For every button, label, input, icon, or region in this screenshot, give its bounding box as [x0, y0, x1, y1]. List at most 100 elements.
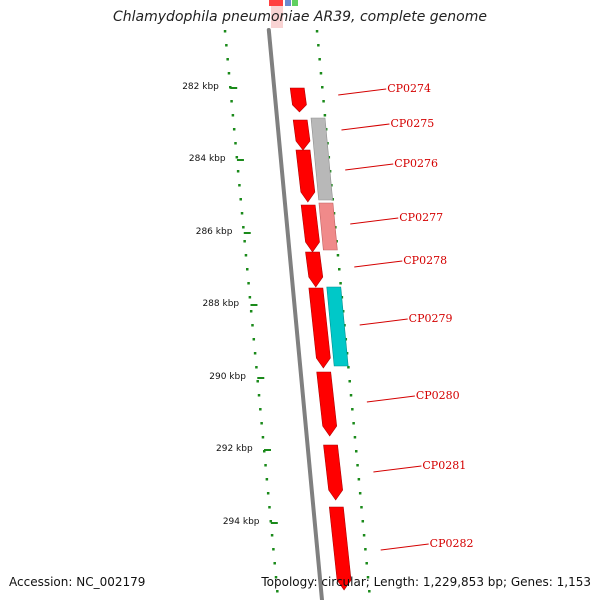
tick-ring-dot: [246, 268, 249, 271]
outer-ring-dot: [336, 254, 340, 257]
top-gene-stub: [271, 6, 283, 28]
gene-leader-line: [373, 465, 422, 473]
tick-ring-dot: [261, 436, 265, 439]
tick-ring-dot: [260, 422, 263, 425]
gene-leader-line: [341, 123, 390, 131]
tick-ring-dot: [223, 30, 227, 33]
outer-ring-dot: [338, 268, 341, 271]
gene-label[interactable]: CP0281: [422, 459, 467, 472]
tick-ring-dot: [255, 366, 258, 369]
outer-ring-dot: [315, 30, 319, 33]
outer-ring-dot: [323, 114, 327, 117]
tick-ring-dot: [253, 352, 257, 355]
tick-ring-dot: [225, 44, 228, 47]
gene-leader-line: [380, 543, 429, 551]
tick-ring-dot: [269, 520, 273, 523]
outer-ring-dot: [352, 422, 355, 425]
gene-leader-line: [350, 217, 399, 225]
forward-gene-arrow: [308, 287, 331, 369]
tick-ring-dot: [231, 114, 235, 117]
tick-ring-dot: [270, 534, 274, 537]
tick-ring-dot: [257, 394, 261, 397]
forward-gene-arrow: [292, 119, 311, 151]
tick-ring-dot: [265, 478, 269, 481]
outer-ring-dot: [356, 464, 359, 467]
top-gene-stub: [292, 0, 298, 6]
tick-label: 284 kbp: [188, 154, 226, 164]
tick-ring-dot: [234, 142, 237, 145]
outer-ring-dot: [318, 58, 321, 61]
tick-ring-dot: [273, 562, 276, 565]
tick-ring-dot: [274, 576, 278, 579]
reverse-gene-block: [310, 117, 333, 201]
outer-ring-dot: [360, 506, 363, 509]
genome-backbone: [266, 28, 324, 600]
forward-gene-arrow: [300, 204, 320, 253]
accession-text: Accession: NC_002179: [9, 575, 146, 589]
tick-ring-dot: [256, 380, 259, 383]
gene-label[interactable]: CP0274: [387, 82, 432, 95]
outer-ring-dot: [339, 282, 342, 285]
tick-ring-dot: [264, 464, 267, 467]
reverse-gene-block: [326, 286, 349, 367]
tick-ring-dot: [263, 450, 266, 453]
outer-ring-dot: [349, 394, 353, 397]
tick-label: 282 kbp: [182, 82, 219, 92]
gene-label[interactable]: CP0277: [399, 211, 444, 224]
tick-ring-dot: [242, 226, 245, 229]
tick-ring-dot: [236, 170, 240, 173]
tick-ring-dot: [243, 240, 246, 243]
outer-ring-dot: [355, 450, 358, 453]
tick-ring-dot: [232, 128, 236, 131]
outer-ring-dot: [347, 366, 350, 369]
gene-leader-line: [366, 395, 415, 403]
outer-ring-dot: [368, 590, 371, 593]
tick-ring-dot: [244, 254, 248, 257]
tick-ring-dot: [259, 408, 262, 411]
tick-ring-dot: [227, 72, 231, 75]
outer-ring-dot: [353, 436, 357, 439]
gene-leader-line: [345, 163, 394, 171]
forward-gene-arrow: [323, 444, 343, 501]
outer-ring-dot: [348, 380, 351, 383]
outer-ring-dot: [357, 478, 361, 481]
outer-ring-dot: [362, 534, 366, 537]
top-gene-stub: [285, 0, 291, 6]
tick-ring-dot: [276, 590, 279, 593]
forward-gene-arrow: [289, 87, 307, 113]
gene-label[interactable]: CP0276: [394, 157, 439, 170]
tick-label: 294 kbp: [222, 517, 260, 527]
outer-ring-dot: [361, 520, 365, 523]
tick-ring-dot: [239, 198, 242, 201]
outer-ring-dot: [322, 100, 325, 103]
tick-ring-dot: [248, 296, 252, 299]
gene-label[interactable]: CP0278: [403, 254, 448, 267]
tick-ring-dot: [268, 506, 271, 509]
tick-ring-dot: [272, 548, 275, 551]
tick-ring-dot: [266, 492, 270, 495]
gene-leader-line: [338, 88, 387, 96]
outer-ring-dot: [366, 576, 370, 579]
forward-gene-arrow: [305, 251, 324, 288]
gene-label[interactable]: CP0275: [390, 117, 435, 130]
gene-label[interactable]: CP0279: [408, 312, 453, 325]
outer-ring-dot: [321, 86, 324, 89]
gene-leader-line: [354, 260, 403, 268]
outer-ring-dot: [319, 72, 323, 75]
map-title: Chlamydophila pneumoniae AR39, complete …: [113, 9, 487, 25]
forward-gene-arrow: [328, 506, 352, 591]
gene-label[interactable]: CP0280: [415, 389, 460, 402]
tick-ring-dot: [247, 282, 250, 285]
gene-label[interactable]: CP0282: [429, 537, 474, 550]
tick-ring-dot: [252, 338, 256, 341]
gene-leader-line: [359, 318, 408, 326]
outer-ring-dot: [365, 562, 368, 565]
tick-label: 292 kbp: [216, 444, 253, 454]
outer-ring-dot: [364, 548, 367, 551]
tick-label: 286 kbp: [195, 227, 233, 237]
genome-stats-text: Topology: circular; Length: 1,229,853 bp…: [261, 575, 591, 589]
tick-ring-dot: [226, 58, 229, 61]
tick-label: 290 kbp: [209, 372, 246, 382]
